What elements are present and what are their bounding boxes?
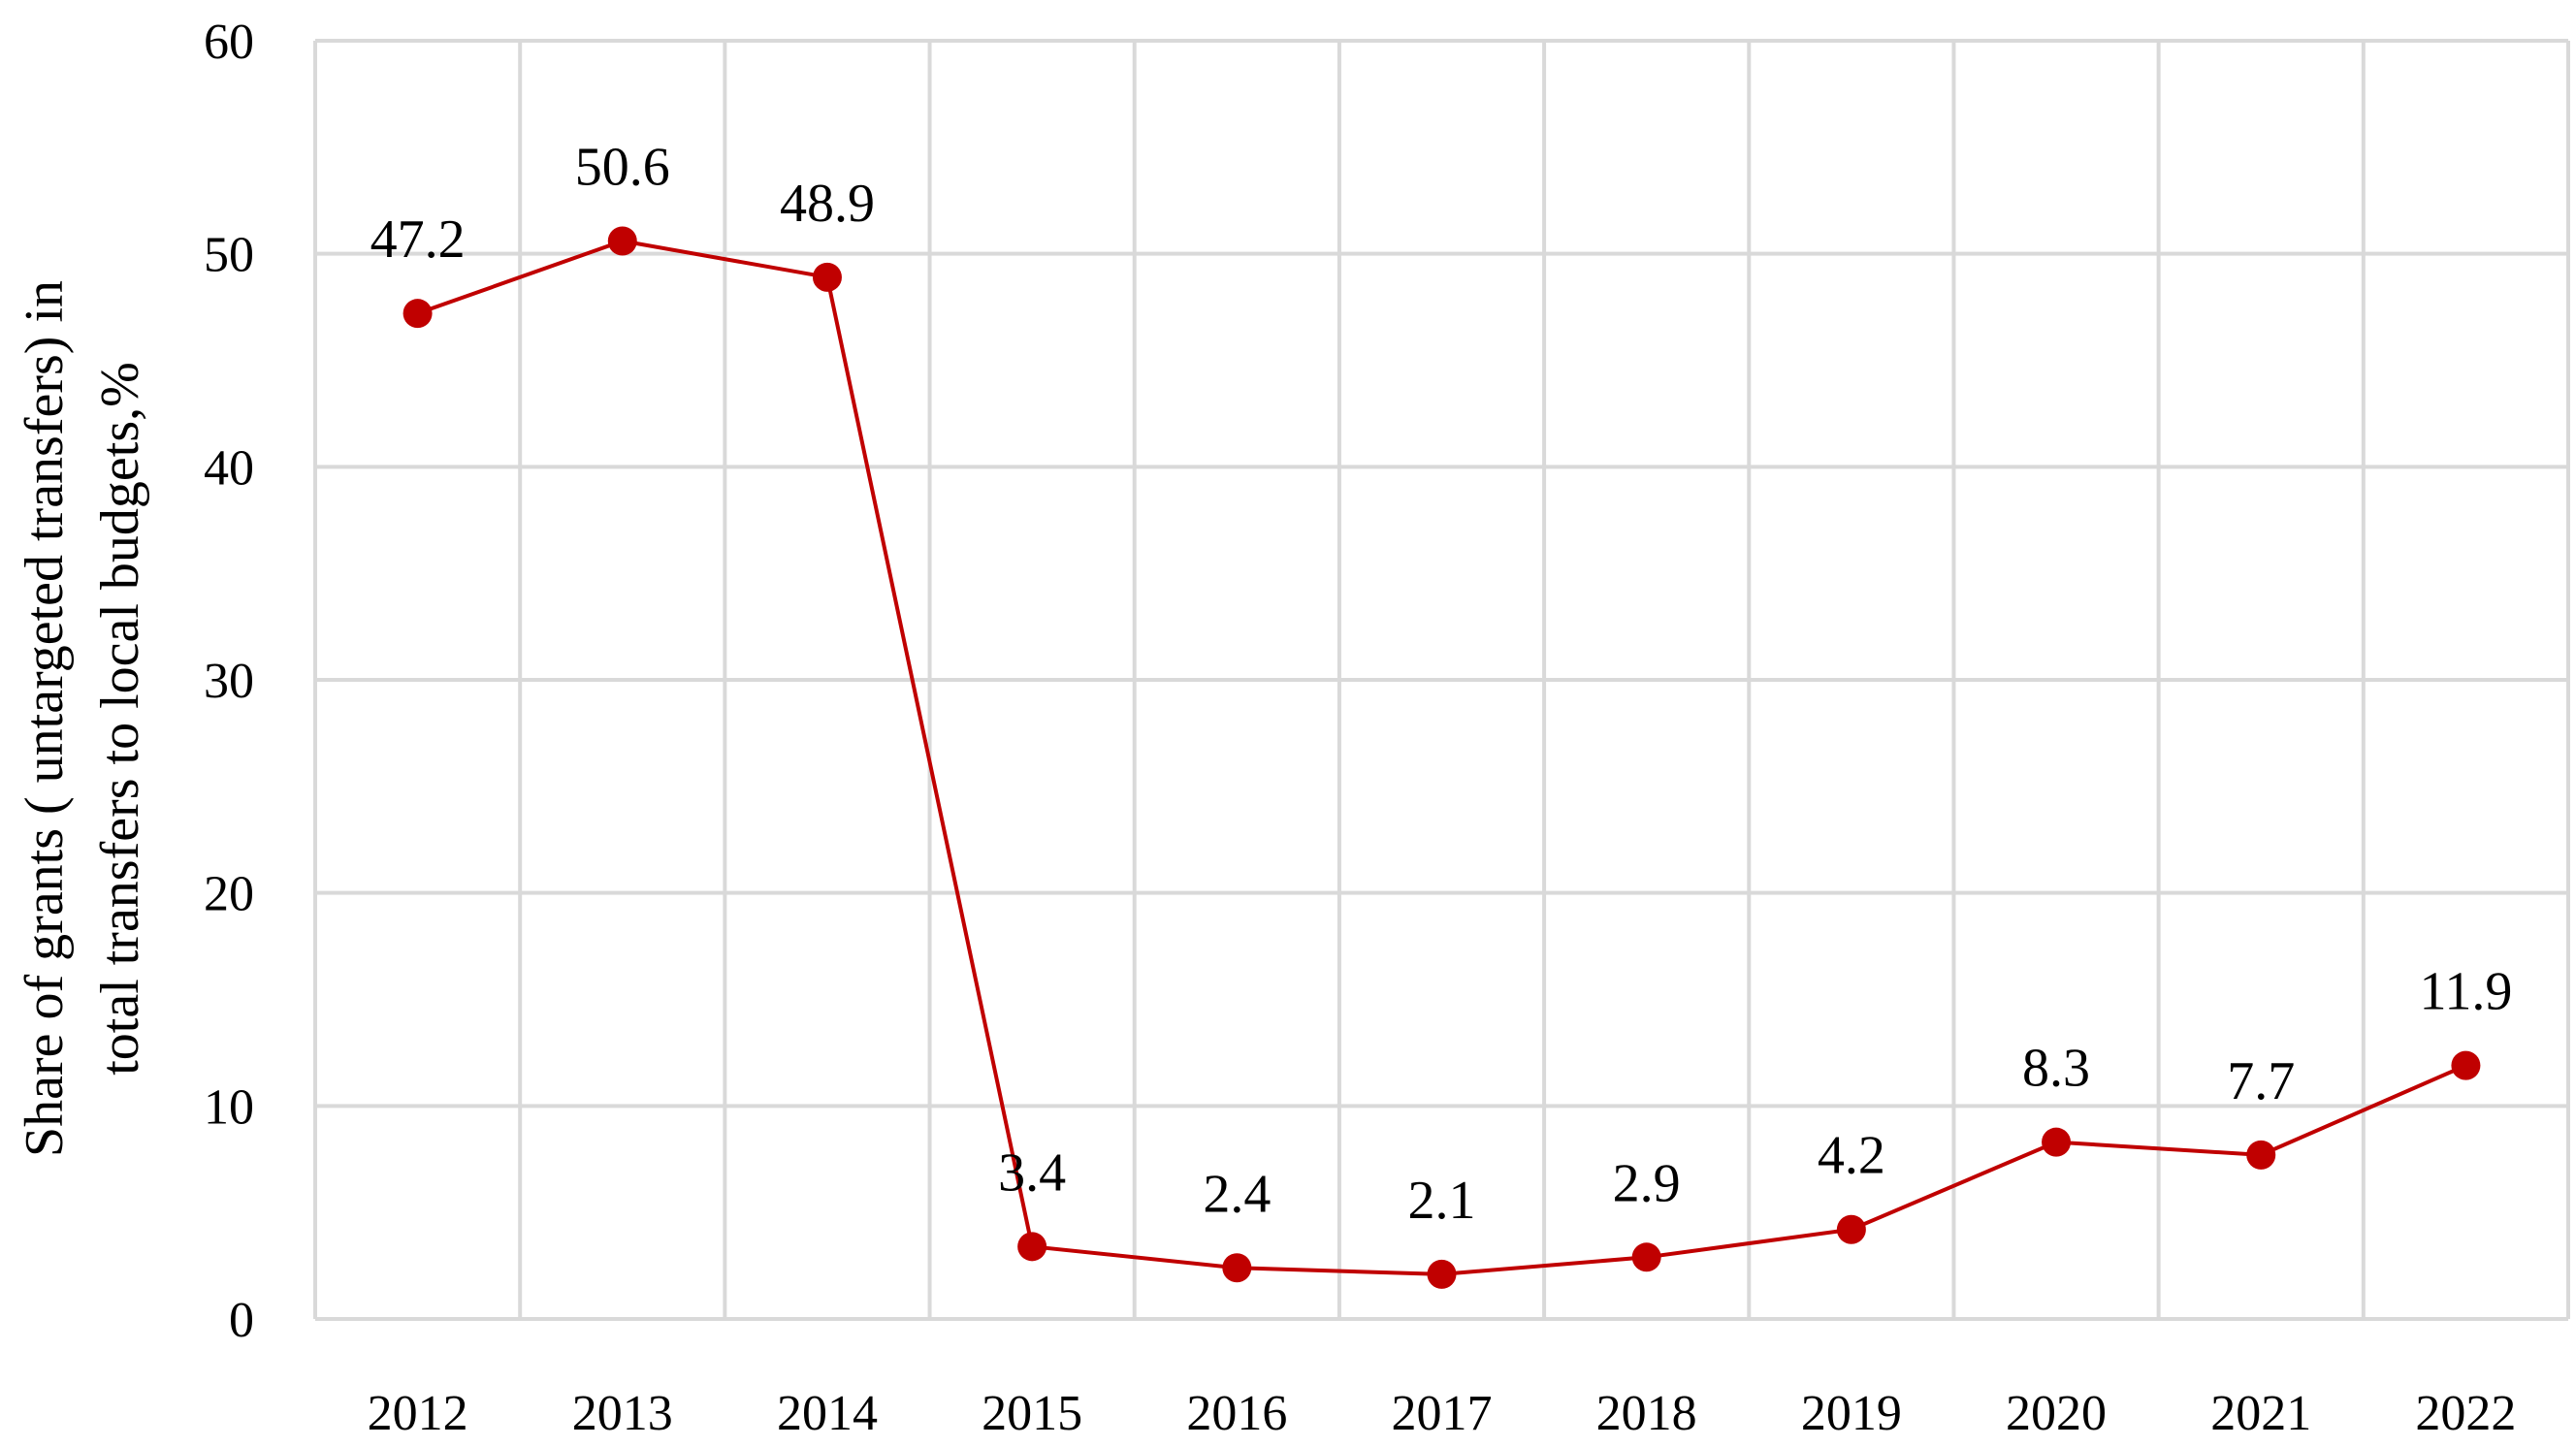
data-point [812,262,842,292]
x-tick-label: 2021 [2210,1386,2311,1441]
x-tick-label: 2022 [2415,1386,2516,1441]
grid-layer [313,39,2570,1321]
series-layer [402,226,2481,1289]
data-label: 2.1 [1408,1171,1476,1231]
x-axis-ticks: 2012 2013 2014 2015 2016 2017 2018 2019 2020 2021… [368,1386,2517,1441]
x-tick-label: 2012 [368,1386,468,1441]
data-point [1631,1242,1661,1272]
data-label: 8.3 [2022,1039,2090,1099]
x-tick-label: 2018 [1596,1386,1697,1441]
data-point [2042,1127,2072,1157]
data-point [1222,1253,1252,1283]
data-point [1836,1214,1866,1244]
data-label: 7.7 [2227,1051,2295,1111]
data-label: 4.2 [1818,1126,1885,1186]
x-tick-label: 2016 [1186,1386,1287,1441]
data-label: 50.6 [575,137,670,197]
data-point [402,299,433,329]
data-label: 2.4 [1203,1164,1271,1224]
y-tick-label: 50 [204,228,254,283]
data-point [607,226,637,256]
x-tick-label: 2014 [777,1386,878,1441]
x-tick-label: 2019 [1801,1386,1902,1441]
y-tick-label: 30 [204,654,254,709]
y-tick-label: 10 [204,1079,254,1135]
y-axis-title-line: Share of grants ( untargeted transfers) … [15,280,75,1157]
y-tick-label: 20 [204,867,254,922]
x-tick-label: 2015 [982,1386,1082,1441]
data-label: 2.9 [1613,1153,1681,1213]
y-tick-label: 0 [229,1293,254,1348]
x-tick-label: 2017 [1392,1386,1493,1441]
data-label: 3.4 [998,1142,1066,1203]
data-labels: 47.2 50.6 48.9 3.4 2.4 2.1 2.9 4.2 8.3 7.7 11.9 [370,137,2513,1230]
y-tick-label: 60 [204,15,254,70]
data-label: 11.9 [2419,962,2512,1022]
data-point [2246,1140,2276,1170]
y-axis-ticks: 0 10 20 30 40 50 60 [204,15,254,1348]
data-label: 48.9 [780,174,875,234]
y-axis-title: Share of grants ( untargeted transfers) … [15,280,150,1157]
data-label: 47.2 [370,209,466,270]
y-tick-label: 40 [204,440,254,496]
y-axis-title-line: total transfers to local budgets,% [90,362,150,1076]
data-point [2451,1050,2481,1080]
x-tick-label: 2020 [2006,1386,2107,1441]
data-point [1427,1259,1457,1289]
data-point [1017,1232,1047,1262]
x-tick-label: 2013 [572,1386,673,1441]
